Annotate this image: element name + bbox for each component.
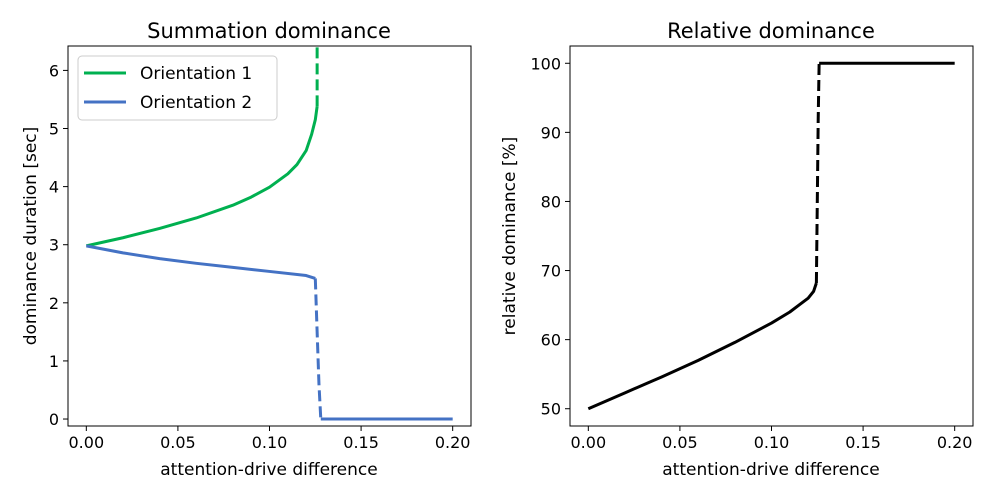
summation-series-group: [85, 46, 453, 421]
summation-y-tick-label: 2: [49, 294, 59, 313]
summation-x-tick-label: 0.20: [435, 433, 471, 452]
summation-series-2-segment-1: [86, 244, 316, 280]
summation-y-tick-label: 1: [49, 352, 59, 371]
relative-x-tick-label: 0.15: [845, 433, 881, 452]
relative-y-tick-label: 80: [541, 192, 561, 211]
relative-dominance-panel: Relative dominance attention-drive diffe…: [500, 19, 974, 480]
relative-y-tick-label: 90: [541, 123, 561, 142]
summation-legend: Orientation 1 Orientation 2: [77, 55, 278, 121]
summation-y-tick-label: 5: [49, 120, 59, 139]
relative-x-tick-label: 0.05: [662, 433, 698, 452]
relative-y-tick-label: 70: [541, 262, 561, 281]
relative-series-1-segment-1: [587, 282, 818, 411]
summation-series-1-segment-1: [85, 106, 319, 248]
relative-axes-frame: [569, 45, 974, 427]
relative-y-tick-label: 50: [541, 400, 561, 419]
summation-x-tick-label: 0.10: [252, 433, 288, 452]
summation-x-tick-label: 0.05: [160, 433, 196, 452]
relative-x-tick-label: 0.00: [571, 433, 607, 452]
summation-dominance-title: Summation dominance: [147, 19, 391, 43]
legend-label-orientation-1: Orientation 1: [140, 64, 252, 84]
relative-plot-area: 0.00 0.05 0.10 0.15 0.20 50 60 70 80 90 100: [530, 45, 974, 452]
relative-x-tick-label: 0.20: [937, 433, 973, 452]
summation-dominance-panel: Summation dominance attention-drive diff…: [21, 19, 472, 480]
relative-y-tick-label: 100: [530, 54, 561, 73]
summation-x-axis-label: attention-drive difference: [160, 460, 377, 480]
relative-series-group: [587, 61, 955, 411]
summation-series-2-segment-2: [313, 278, 323, 420]
summation-y-tick-label: 0: [49, 410, 59, 429]
summation-plot-area: 0.00 0.05 0.10 0.15 0.20 0 1 2 3 4 5 6: [49, 45, 472, 452]
relative-series-1-segment-2: [814, 63, 821, 283]
summation-y-axis-label: dominance duration [sec]: [21, 127, 41, 346]
relative-y-tick-label: 60: [541, 331, 561, 350]
relative-x-axis-label: attention-drive difference: [662, 460, 879, 480]
summation-x-tick-label: 0.00: [69, 433, 105, 452]
summation-y-tick-label: 4: [49, 178, 59, 197]
legend-box: [77, 55, 278, 121]
summation-y-tick-label: 6: [49, 61, 59, 80]
relative-dominance-title: Relative dominance: [667, 19, 875, 43]
legend-label-orientation-2: Orientation 2: [140, 93, 252, 113]
relative-x-tick-label: 0.10: [754, 433, 790, 452]
relative-y-axis-label: relative dominance [%]: [500, 137, 520, 336]
summation-y-tick-label: 3: [49, 236, 59, 255]
summation-x-tick-label: 0.15: [343, 433, 379, 452]
